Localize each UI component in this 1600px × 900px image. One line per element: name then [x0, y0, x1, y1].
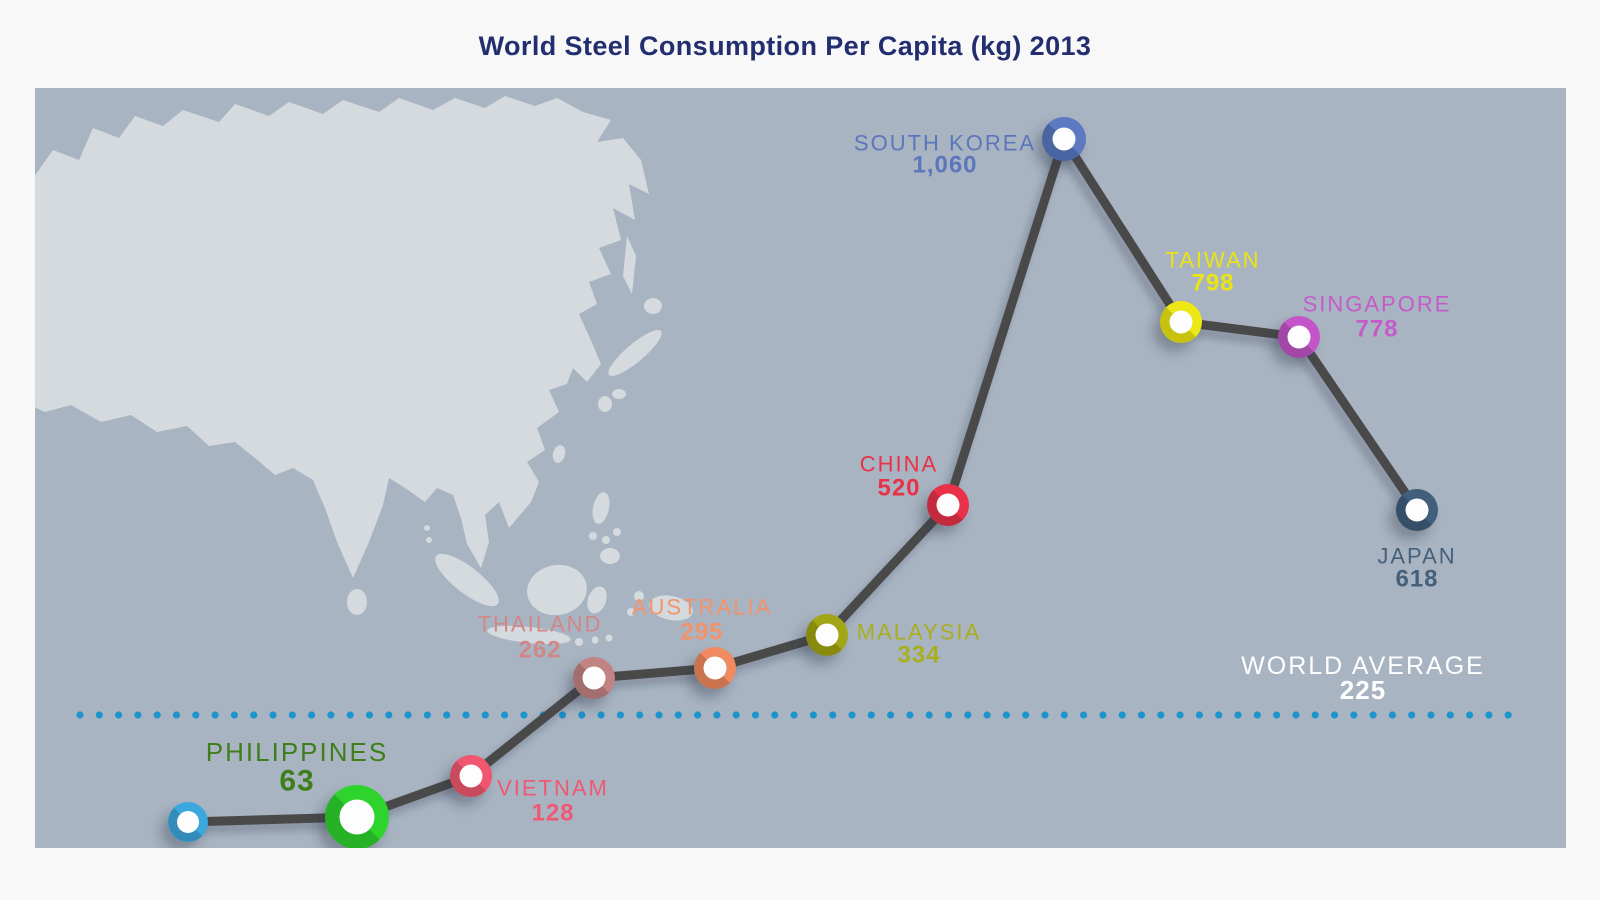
visayas-shape	[589, 532, 597, 540]
label-world-average: WORLD AVERAGE	[1241, 652, 1485, 680]
marker-taiwan	[1160, 301, 1202, 343]
kyushu-shape	[598, 396, 612, 412]
marker-australia	[694, 647, 736, 689]
marker-japan	[1396, 489, 1438, 531]
moluccas-shape	[634, 591, 644, 601]
visayas-shape	[602, 536, 610, 544]
marker-malaysia	[806, 614, 848, 656]
value-world-average: 225	[1340, 675, 1386, 705]
visayas-shape	[613, 528, 621, 536]
label-vietnam: VIETNAM	[497, 776, 609, 801]
marker-vietnam	[450, 755, 492, 797]
label-philippines: PHILIPPINES	[206, 737, 388, 767]
marker-start	[168, 802, 208, 842]
label-thailand: THAILAND	[478, 612, 603, 637]
sri-lanka-shape	[347, 589, 367, 615]
andaman-shape	[424, 525, 430, 531]
value-philippines: 63	[279, 765, 314, 798]
value-china: 520	[877, 474, 920, 501]
java-shape	[487, 625, 571, 645]
sakhalin-shape	[623, 236, 636, 294]
asia-map-silhouette	[35, 96, 693, 646]
label-taiwan: TAIWAN	[1165, 248, 1260, 273]
label-china: CHINA	[860, 452, 938, 477]
chart-panel: PHILIPPINES 63 VIETNAM 128 THAILAND 262 AUSTRA…	[35, 88, 1566, 848]
page-title: World Steel Consumption Per Capita (kg) …	[478, 31, 1092, 61]
marker-south-korea	[1041, 117, 1086, 162]
world-average-dotted-line	[76, 711, 1512, 719]
marker-philippines	[325, 785, 389, 848]
lesser-sunda-shape	[575, 638, 583, 646]
label-singapore: SINGAPORE	[1303, 292, 1452, 317]
borneo-shape	[527, 564, 587, 616]
value-singapore: 778	[1355, 315, 1398, 342]
new-guinea-shape	[649, 595, 693, 621]
label-japan: JAPAN	[1377, 544, 1456, 569]
value-vietnam: 128	[531, 799, 574, 826]
value-thailand: 262	[518, 636, 561, 663]
label-malaysia: MALAYSIA	[857, 620, 981, 645]
mindanao-shape	[600, 548, 620, 564]
hokkaido-shape	[644, 298, 662, 314]
marker-china	[927, 484, 969, 526]
sumatra-shape	[435, 553, 499, 607]
marker-singapore	[1278, 316, 1320, 358]
marker-thailand	[573, 657, 615, 699]
hainan-shape	[505, 472, 519, 486]
moluccas-shape	[627, 608, 635, 616]
value-japan: 618	[1395, 565, 1438, 592]
sulawesi-shape	[587, 586, 607, 614]
luzon-shape	[592, 492, 610, 524]
lesser-sunda-shape	[605, 634, 613, 642]
label-australia: AUSTRALIA	[632, 595, 772, 620]
andaman-shape	[426, 537, 432, 543]
value-south-korea: 1,060	[912, 151, 977, 178]
shikoku-shape	[612, 389, 626, 399]
asia-mainland-shape	[35, 96, 649, 578]
label-south-korea: SOUTH KOREA	[854, 131, 1036, 156]
value-malaysia: 334	[897, 641, 940, 668]
value-taiwan: 798	[1191, 269, 1234, 296]
honshu-shape	[608, 330, 662, 376]
value-australia: 295	[680, 618, 723, 645]
taiwan-shape	[552, 445, 566, 463]
lesser-sunda-shape	[591, 636, 599, 644]
